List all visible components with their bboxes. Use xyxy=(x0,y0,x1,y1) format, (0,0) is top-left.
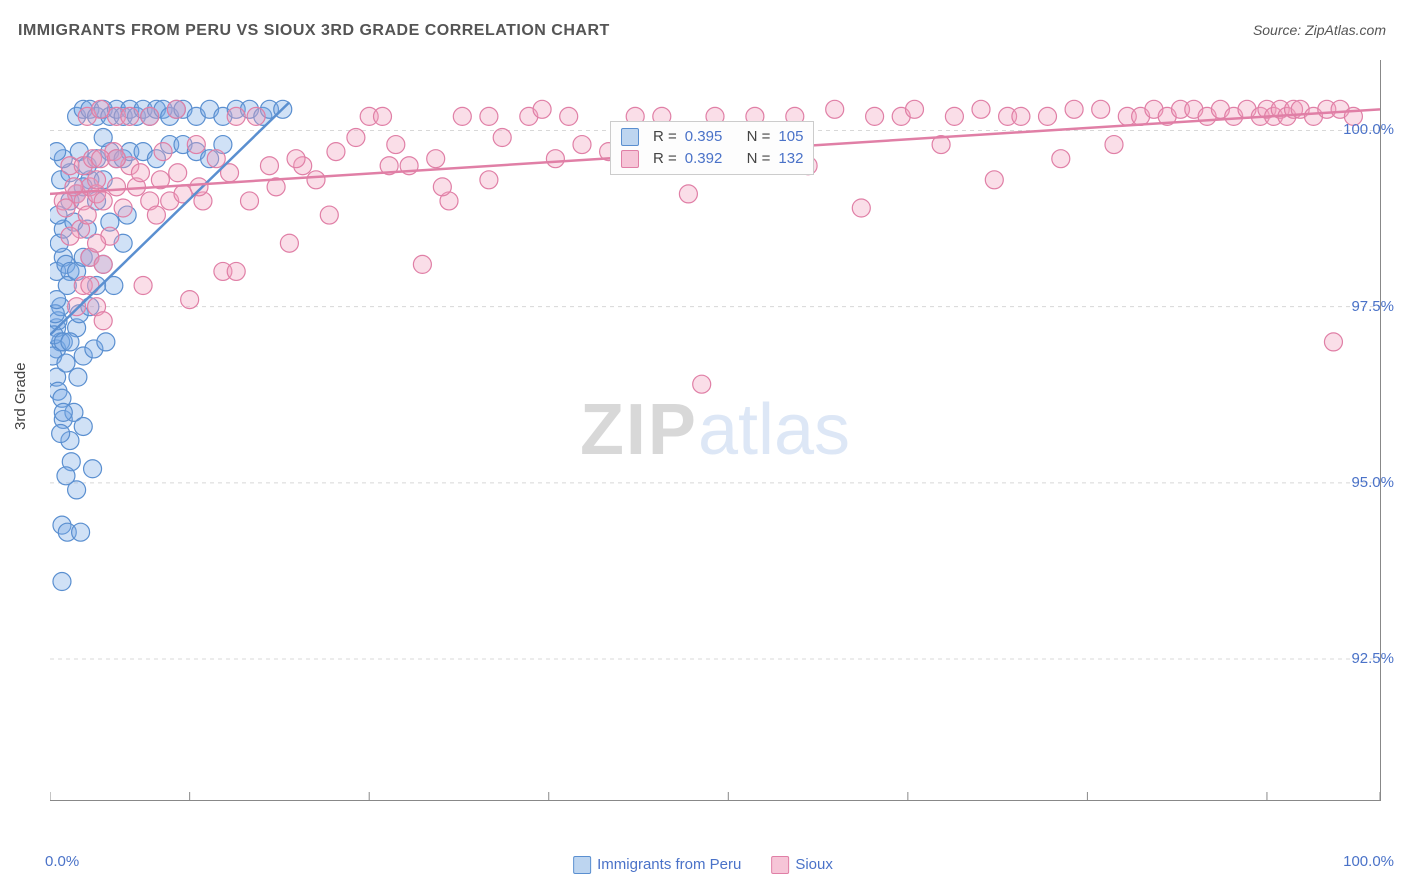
y-axis-label: 3rd Grade xyxy=(12,362,29,430)
correlation-stats-box: R = 0.395 N = 105R = 0.392 N = 132 xyxy=(610,121,814,175)
stats-row: R = 0.392 N = 132 xyxy=(621,148,803,170)
y-tick-label: 95.0% xyxy=(1351,474,1394,491)
legend-item: Sioux xyxy=(771,856,833,874)
legend-label: Immigrants from Peru xyxy=(597,856,741,873)
stat-r-label: R = xyxy=(653,126,677,148)
x-tick-label: 100.0% xyxy=(1343,853,1394,870)
legend-swatch xyxy=(621,150,639,168)
stats-row: R = 0.395 N = 105 xyxy=(621,126,803,148)
chart-title: IMMIGRANTS FROM PERU VS SIOUX 3RD GRADE … xyxy=(18,22,610,40)
legend-item: Immigrants from Peru xyxy=(573,856,741,874)
stat-r-value: 0.392 xyxy=(685,148,723,170)
x-tick-label: 0.0% xyxy=(45,853,79,870)
bottom-legend: Immigrants from Peru Sioux xyxy=(573,856,833,874)
stat-n-label: N = xyxy=(747,126,771,148)
legend-swatch xyxy=(771,856,789,874)
stat-r-value: 0.395 xyxy=(685,126,723,148)
stat-n-value: 132 xyxy=(778,148,803,170)
y-tick-label: 97.5% xyxy=(1351,298,1394,315)
source-attribution: Source: ZipAtlas.com xyxy=(1253,22,1386,38)
y-tick-label: 100.0% xyxy=(1343,121,1394,138)
stat-n-value: 105 xyxy=(778,126,803,148)
legend-label: Sioux xyxy=(795,856,833,873)
stat-n-label: N = xyxy=(747,148,771,170)
legend-swatch xyxy=(573,856,591,874)
stat-r-label: R = xyxy=(653,148,677,170)
y-tick-label: 92.5% xyxy=(1351,650,1394,667)
plot-area: ZIPatlas R = 0.395 N = 105R = 0.392 N = … xyxy=(50,60,1381,801)
legend-swatch xyxy=(621,128,639,146)
source-name: ZipAtlas.com xyxy=(1305,22,1386,38)
source-label: Source: xyxy=(1253,22,1305,38)
